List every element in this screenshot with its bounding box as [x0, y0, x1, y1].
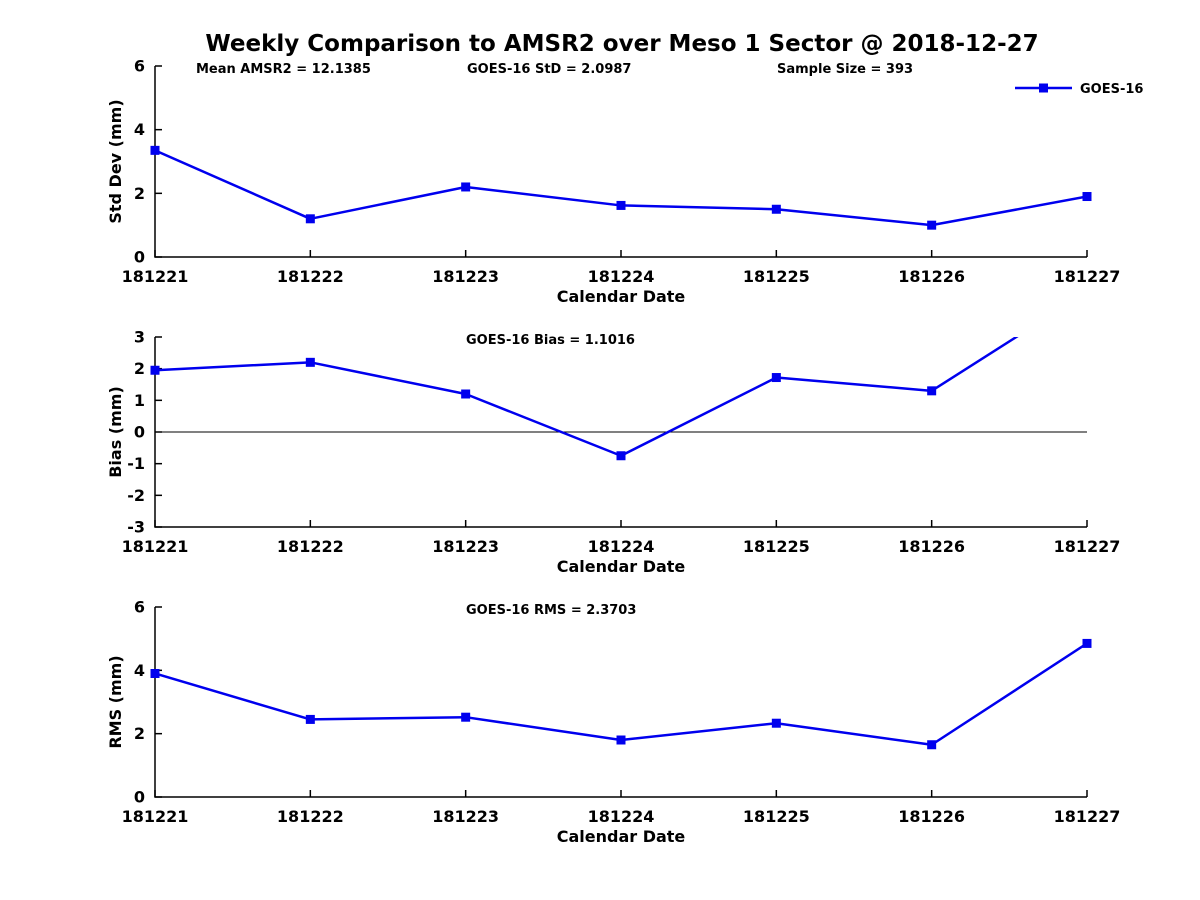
subplot-2-x-tick-label: 181224 [588, 537, 655, 556]
subplot-1-marker [305, 214, 315, 224]
subplot-3-marker [461, 712, 471, 722]
subplot-1-x-tick-label: 181223 [432, 267, 499, 286]
subplot-2-ylabel: Bias (mm) [106, 386, 125, 478]
subplot-1-y-tick-label: 0 [134, 248, 145, 267]
subplot-1-marker [616, 200, 626, 210]
subplot-2-marker [771, 373, 781, 383]
subplot-1-series-line [155, 149, 1087, 227]
subplot-3-x-tick-label: 181225 [743, 807, 810, 826]
subplot-3-x-tick-label: 181226 [898, 807, 965, 826]
subplot-1-annotation: GOES-16 StD = 2.0987 [467, 62, 631, 77]
subplot-3-xlabel: Calendar Date [557, 827, 686, 846]
subplot-1-marker [771, 204, 781, 214]
subplot-2-x-tick-label: 181223 [432, 537, 499, 556]
subplot-2-x-tick-label: 181225 [743, 537, 810, 556]
chart-title: Weekly Comparison to AMSR2 over Meso 1 S… [205, 31, 1039, 57]
subplot-3-y-tick-label: 0 [134, 788, 145, 807]
subplot-1-x-tick-label: 181225 [743, 267, 810, 286]
subplot-1-x-tick-label: 181221 [122, 267, 189, 286]
subplot-1-marker [1082, 192, 1092, 202]
subplot-3-x-tick-label: 181223 [432, 807, 499, 826]
subplot-2-marker [305, 357, 315, 367]
subplot-1-axes [154, 66, 1087, 258]
subplot-1-marker [150, 145, 160, 155]
subplot-2-y-tick-label: -2 [127, 486, 145, 505]
legend-label: GOES-16 [1080, 82, 1143, 97]
subplot-3-y-tick-label: 6 [134, 598, 145, 617]
subplot-2-y-tick-label: 0 [134, 423, 145, 442]
subplot-2-xlabel: Calendar Date [557, 557, 686, 576]
subplot-2-marker [927, 386, 937, 396]
subplot-3-x-tick-label: 181224 [588, 807, 655, 826]
subplot-3-marker [771, 718, 781, 728]
subplot-2-marker [461, 389, 471, 399]
subplot-2-marker [616, 451, 626, 461]
subplot-2-annotation: GOES-16 Bias = 1.1016 [466, 333, 635, 348]
subplot-2-x-tick-label: 181222 [277, 537, 344, 556]
subplot-1-x-tick-label: 181226 [898, 267, 965, 286]
subplot-2-marker [150, 365, 160, 375]
subplot-3-ylabel: RMS (mm) [106, 655, 125, 748]
subplot-3-x-tick-label: 181221 [122, 807, 189, 826]
subplot-3-marker [1082, 638, 1092, 648]
subplot-1-x-tick-label: 181222 [277, 267, 344, 286]
subplot-3-marker [305, 714, 315, 724]
legend-marker-sample [1039, 83, 1048, 93]
subplot-2-y-tick-label: -3 [127, 518, 145, 537]
subplot-1-y-tick-label: 6 [134, 57, 145, 76]
subplot-1-ylabel: Std Dev (mm) [106, 99, 125, 223]
subplot-2-y-tick-label: 2 [134, 359, 145, 378]
subplot-1-annotation: Mean AMSR2 = 12.1385 [196, 62, 371, 77]
subplot-1-x-tick-label: 181227 [1054, 267, 1121, 286]
subplot-3-axes [154, 607, 1087, 798]
subplot-1-marker [461, 182, 471, 192]
subplot-2-x-tick-label: 181226 [898, 537, 965, 556]
subplot-1-xlabel: Calendar Date [557, 287, 686, 306]
subplot-3-y-tick-label: 4 [134, 661, 145, 680]
subplot-3-x-tick-label: 181222 [277, 807, 344, 826]
subplot-1-x-tick-label: 181224 [588, 267, 655, 286]
subplot-3-marker [616, 735, 626, 745]
subplot-3-marker [150, 669, 160, 678]
subplot-1-marker [927, 220, 937, 230]
subplot-3-marker [927, 740, 937, 750]
subplot-1-annotation: Sample Size = 393 [777, 62, 913, 77]
subplot-3-y-tick-label: 2 [134, 724, 145, 743]
subplot-2-y-tick-label: -1 [127, 454, 145, 473]
subplot-2-y-tick-label: 3 [134, 328, 145, 347]
subplot-1-y-tick-label: 2 [134, 184, 145, 203]
subplot-3-series-line [155, 642, 1087, 746]
subplot-2-x-tick-label: 181227 [1054, 537, 1121, 556]
subplot-2-series-line [155, 337, 1019, 457]
subplot-2-y-tick-label: 1 [134, 391, 145, 410]
subplot-1-y-tick-label: 4 [134, 120, 145, 139]
subplot-3-annotation: GOES-16 RMS = 2.3703 [466, 603, 636, 618]
subplot-3-x-tick-label: 181227 [1054, 807, 1121, 826]
subplot-2-x-tick-label: 181221 [122, 537, 189, 556]
